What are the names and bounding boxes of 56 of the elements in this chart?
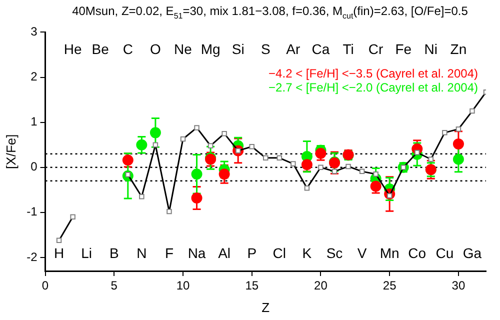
annotation: He xyxy=(64,41,82,58)
x-tick-label: 15 xyxy=(245,278,259,293)
annotation: O xyxy=(150,41,162,58)
annotation: Sc xyxy=(326,244,343,261)
annotation: B xyxy=(109,244,119,261)
annotation: Al xyxy=(218,244,231,261)
annotation: Cr xyxy=(368,41,384,58)
x-tick-label: 10 xyxy=(176,278,190,293)
x-axis-title: Z xyxy=(262,300,270,315)
annotation: N xyxy=(136,244,147,261)
point xyxy=(452,138,464,150)
y-tick-label: 1 xyxy=(30,114,38,129)
annotation: Ne xyxy=(174,41,192,58)
annotation: Mn xyxy=(380,244,400,261)
x-tick-label: 0 xyxy=(42,278,49,293)
y-axis-title: [X/Fe] xyxy=(3,134,18,169)
y-tick-label: 2 xyxy=(30,70,38,84)
annotation: Fe xyxy=(395,41,412,58)
annotation: C xyxy=(122,41,133,58)
y-tick-label: -1 xyxy=(26,204,38,219)
annotation: Si xyxy=(232,41,244,58)
annotation: Ga xyxy=(462,244,482,261)
annotation: S xyxy=(260,41,270,58)
y-tick-label: 3 xyxy=(30,24,38,39)
annotation: Be xyxy=(92,41,110,58)
x-tick-label: 25 xyxy=(382,278,397,293)
annotation: Ni xyxy=(424,41,438,58)
point xyxy=(218,168,230,180)
annotation: Zn xyxy=(450,41,467,58)
x-tick-label: 20 xyxy=(314,278,328,293)
annotation: Cu xyxy=(436,244,454,261)
point xyxy=(191,168,202,180)
annotation: P xyxy=(247,244,257,261)
annotation: V xyxy=(357,244,368,261)
x-tick-label: 5 xyxy=(110,278,118,293)
annotation: Co xyxy=(408,244,426,261)
annotation: Ti xyxy=(342,41,354,58)
chart-title: 40Msun, Z=0.02, E$_{51}$=30, mix 1.81−3.08, f=0.36, M$_{cut}$(fin)=2.63, [O/Fe]=0.5 xyxy=(71,3,469,22)
x-tick-label: 30 xyxy=(452,278,466,293)
text: −2.7 < [Fe/H] <−2.0 (Cayrel et al. 2004) xyxy=(268,80,478,95)
y-tick-label: -2 xyxy=(26,250,38,264)
point xyxy=(452,154,464,165)
annotation: Ar xyxy=(286,41,301,58)
annotation: F xyxy=(164,244,174,261)
y-tick-label: 0 xyxy=(30,160,38,174)
annotation: H xyxy=(54,244,64,261)
point xyxy=(136,139,148,150)
annotation: Li xyxy=(81,244,92,261)
annotation: Ca xyxy=(312,41,330,58)
text: −4.2 < [Fe/H] <−3.5 (Cayrel et al. 2004) xyxy=(268,66,478,81)
point xyxy=(150,127,161,138)
annotation: Mg xyxy=(200,41,220,58)
annotation: Na xyxy=(188,244,206,261)
annotation: Cl xyxy=(272,244,286,261)
point xyxy=(191,192,202,204)
annotation: K xyxy=(302,244,312,261)
